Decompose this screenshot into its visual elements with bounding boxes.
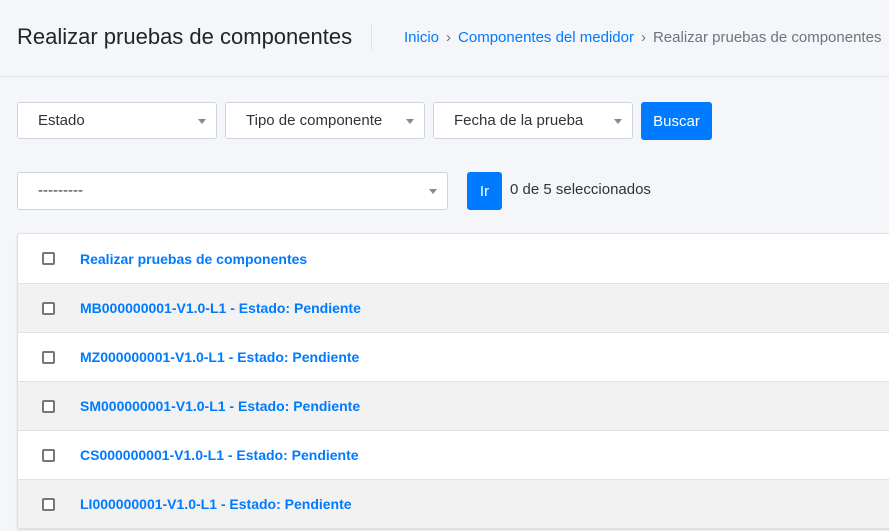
table-header-row: Realizar pruebas de componentes — [18, 234, 889, 283]
row-link[interactable]: SM000000001-V1.0-L1 - Estado: Pendiente — [80, 398, 361, 414]
estado-select-value: Estado — [38, 112, 85, 129]
page-header: Realizar pruebas de componentes Inicio › C… — [0, 0, 889, 77]
select-all-checkbox[interactable] — [42, 252, 55, 265]
breadcrumb-separator: › — [640, 29, 646, 46]
divider — [371, 24, 372, 51]
row-link[interactable]: MB000000001-V1.0-L1 - Estado: Pendiente — [80, 300, 361, 316]
breadcrumb-current: Realizar pruebas de componentes — [652, 29, 882, 46]
estado-select[interactable]: Estado — [17, 102, 217, 139]
tipo-select-value: Tipo de componente — [246, 112, 383, 129]
table-row: CS000000001-V1.0-L1 - Estado: Pendiente — [18, 430, 889, 479]
row-checkbox[interactable] — [42, 399, 55, 413]
search-button[interactable]: Buscar — [641, 102, 712, 140]
go-button[interactable]: Ir — [467, 172, 502, 210]
table-row: MB000000001-V1.0-L1 - Estado: Pendiente — [18, 283, 889, 332]
action-select-value: --------- — [38, 182, 83, 199]
selection-count: 0 de 5 seleccionados — [510, 181, 651, 198]
fecha-prueba-select[interactable]: Fecha de la prueba — [433, 102, 633, 139]
breadcrumb: Inicio › Componentes del medidor › Realizar … — [404, 29, 881, 46]
chevron-down-icon — [429, 189, 437, 194]
table-row: LI000000001-V1.0-L1 - Estado: Pendiente — [18, 479, 889, 528]
table-header-link[interactable]: Realizar pruebas de componentes — [80, 250, 308, 267]
row-link[interactable]: MZ000000001-V1.0-L1 - Estado: Pendiente — [80, 349, 360, 365]
row-checkbox[interactable] — [42, 350, 55, 364]
table-row: SM000000001-V1.0-L1 - Estado: Pendiente — [18, 381, 889, 430]
breadcrumb-inicio[interactable]: Inicio — [404, 29, 440, 46]
results-table: Realizar pruebas de componentes MB000000… — [17, 233, 889, 529]
row-checkbox[interactable] — [42, 448, 55, 462]
chevron-down-icon — [198, 119, 206, 124]
chevron-down-icon — [406, 119, 414, 124]
table-row: MZ000000001-V1.0-L1 - Estado: Pendiente — [18, 332, 889, 381]
tipo-componente-select[interactable]: Tipo de componente — [225, 102, 425, 139]
breadcrumb-separator: › — [446, 29, 452, 46]
row-link[interactable]: CS000000001-V1.0-L1 - Estado: Pendiente — [80, 447, 359, 463]
row-link[interactable]: LI000000001-V1.0-L1 - Estado: Pendiente — [80, 496, 352, 512]
breadcrumb-componentes[interactable]: Componentes del medidor — [458, 29, 634, 46]
page-title: Realizar pruebas de componentes — [17, 24, 353, 49]
row-checkbox[interactable] — [42, 301, 55, 315]
row-checkbox[interactable] — [42, 497, 55, 511]
action-select[interactable]: --------- — [17, 172, 448, 210]
chevron-down-icon — [614, 119, 622, 124]
fecha-select-value: Fecha de la prueba — [454, 112, 584, 129]
